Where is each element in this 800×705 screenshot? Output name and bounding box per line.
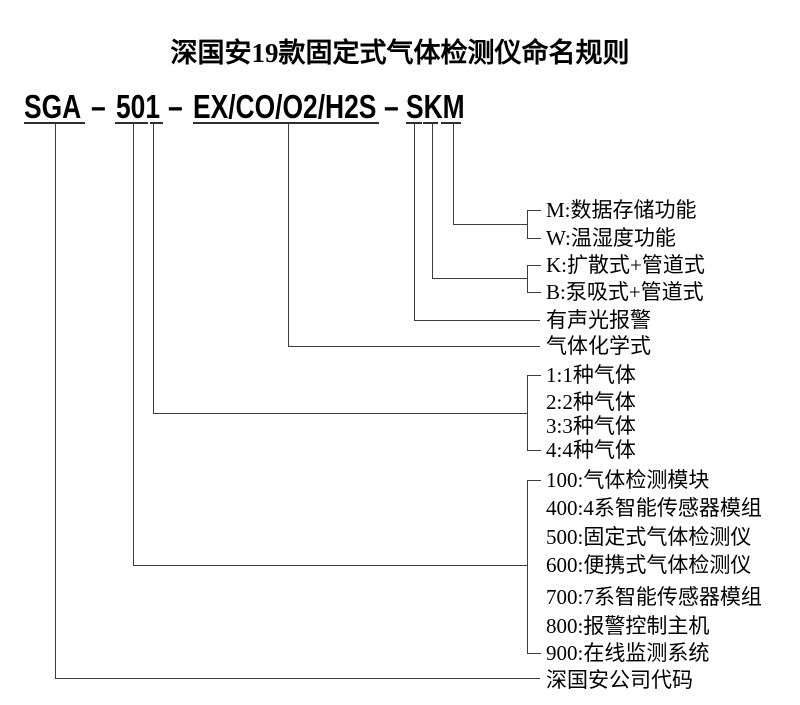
label-company-code: 深国安公司代码 xyxy=(546,668,693,692)
label-gas-count-3: 3:3种气体 xyxy=(546,414,636,438)
bracket-sampling-stub-bottom xyxy=(527,292,541,293)
underline-option-m xyxy=(441,122,461,124)
label-alarm: 有声光报警 xyxy=(546,308,651,332)
connector-company-horizontal xyxy=(55,678,540,679)
connector-storage-horizontal xyxy=(453,224,527,225)
connector-formula-horizontal xyxy=(288,346,540,347)
code-separator-2: – xyxy=(168,88,183,125)
code-company: SGA xyxy=(24,88,82,125)
label-series-900: 900:在线监测系统 xyxy=(546,641,710,665)
connector-sampling-vertical xyxy=(432,124,433,278)
code-model: 501 xyxy=(116,88,161,125)
label-gas-count-2: 2:2种气体 xyxy=(546,390,636,414)
underline-gas-formula xyxy=(193,122,379,124)
connector-company-vertical xyxy=(55,124,56,678)
bracket-sampling xyxy=(527,265,528,292)
connector-count-vertical xyxy=(153,124,154,413)
bracket-series-stub-top xyxy=(527,480,541,481)
bracket-series-stub-bottom xyxy=(527,653,541,654)
connector-series-horizontal xyxy=(133,565,527,566)
bracket-gas-count-stub-bottom xyxy=(527,450,541,451)
label-series-500: 500:固定式气体检测仪 xyxy=(546,525,752,549)
label-gas-count-1: 1:1种气体 xyxy=(546,363,636,387)
label-gas-formula: 气体化学式 xyxy=(546,334,651,358)
bracket-storage xyxy=(527,210,528,238)
label-series-100: 100:气体检测模块 xyxy=(546,468,710,492)
label-gas-count-4: 4:4种气体 xyxy=(546,438,636,462)
bracket-storage-stub-bottom xyxy=(527,238,541,239)
label-series-600: 600:便携式气体检测仪 xyxy=(546,553,752,577)
bracket-sampling-stub-top xyxy=(527,265,541,266)
label-sampling-b: B:泵吸式+管道式 xyxy=(546,280,704,304)
page-title: 深国安19款固定式气体检测仪命名规则 xyxy=(170,38,630,68)
label-option-m-storage: M:数据存储功能 xyxy=(546,198,697,222)
connector-storage-vertical xyxy=(453,124,454,224)
label-series-400: 400:4系智能传感器模组 xyxy=(546,496,762,520)
bracket-storage-stub-top xyxy=(527,210,541,211)
label-option-w-humidity: W:温湿度功能 xyxy=(546,226,676,250)
label-series-800: 800:报警控制主机 xyxy=(546,614,710,638)
connector-alarm-horizontal xyxy=(414,320,540,321)
connector-sampling-horizontal xyxy=(432,278,527,279)
code-gas-formula: EX/CO/O2/H2S xyxy=(193,88,377,125)
underline-company xyxy=(24,122,85,124)
connector-series-vertical xyxy=(133,124,134,565)
label-sampling-k: K:扩散式+管道式 xyxy=(546,253,705,277)
connector-alarm-vertical xyxy=(414,124,415,320)
connector-formula-vertical xyxy=(288,124,289,346)
underline-count-digit xyxy=(150,122,163,124)
bracket-series xyxy=(527,480,528,653)
label-series-700: 700:7系智能传感器模组 xyxy=(546,585,762,609)
underline-option-k xyxy=(423,122,438,124)
connector-count-horizontal xyxy=(153,413,527,414)
underline-option-s xyxy=(406,122,422,124)
underline-series-digit xyxy=(115,122,148,124)
code-separator-3: – xyxy=(384,88,399,125)
code-separator-1: – xyxy=(91,88,106,125)
bracket-gas-count-stub-top xyxy=(527,375,541,376)
code-options: SKM xyxy=(406,88,465,125)
bracket-gas-count xyxy=(527,375,528,450)
